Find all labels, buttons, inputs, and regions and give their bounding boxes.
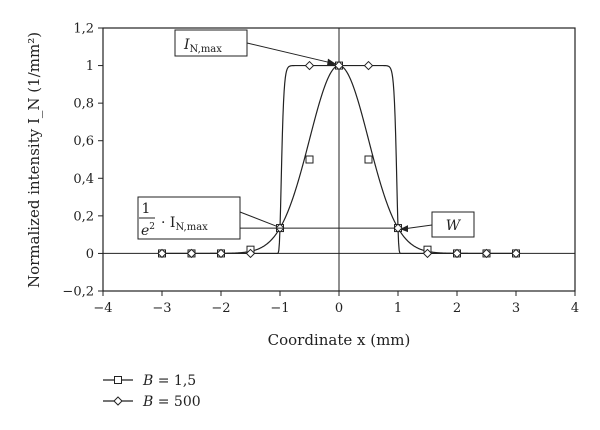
legend-value: = 1,5	[153, 373, 196, 389]
y-tick-label: 0,4	[73, 172, 94, 187]
y-tick-label: 1	[86, 59, 94, 74]
b-500-point	[186, 248, 197, 259]
axis-titles: Coordinate x (mm) Normalized intensity I…	[25, 32, 410, 349]
e2-arrow-line	[239, 211, 277, 227]
b-500-point	[393, 223, 403, 233]
y-tick-label: 1,2	[73, 22, 94, 37]
legend-label: B = 1,5	[142, 373, 196, 389]
w-label-box	[431, 211, 475, 238]
e2-label-numerator: 1	[142, 201, 151, 217]
y-tick-label: 0,2	[73, 209, 94, 224]
imax-arrow-line	[246, 42, 335, 65]
legend-variable: B	[142, 394, 153, 410]
b-500-point	[511, 248, 521, 259]
legend-label: B = 500	[142, 394, 201, 410]
x-tick-label: 1	[394, 301, 402, 316]
y-tick-label: −0,2	[62, 285, 94, 300]
x-tick-label: 2	[453, 301, 461, 316]
y-tick-label: 0,8	[73, 97, 94, 112]
b-500-point	[452, 248, 462, 259]
x-tick-label: 0	[335, 301, 343, 316]
y-tick-label: 0,6	[73, 134, 94, 149]
legend-variable: B	[142, 373, 153, 389]
x-tick-label: 4	[571, 301, 579, 316]
b-500-point	[304, 60, 315, 71]
b-500-point	[422, 248, 433, 259]
y-axis-title: Normalized intensity I_N (1/mm²)	[25, 32, 43, 288]
b-500-point	[157, 248, 167, 259]
x-tick-label: 3	[512, 301, 520, 316]
x-tick-label: −1	[270, 301, 289, 316]
b-1-5-point	[305, 155, 314, 164]
w-label-text: W	[446, 218, 462, 234]
axes: −4 −3 −2 −1 0 1 2 3 4 −0,2 0 0,2 0,4 0,6 0,8 1 1,2	[62, 22, 579, 317]
legend-value: = 500	[153, 394, 200, 410]
b-500-point	[245, 248, 256, 259]
imax-arrow-head	[327, 58, 337, 66]
b-500-point	[481, 248, 492, 259]
series-layer	[157, 60, 521, 259]
b-1-5-point	[364, 155, 373, 164]
legend: B = 1,5B = 500	[103, 373, 201, 410]
x-tick-label: −2	[211, 301, 230, 316]
x-tick-label: −3	[152, 301, 171, 316]
e2-label-superscript: 2	[149, 222, 155, 232]
b-500-point	[216, 248, 226, 259]
x-axis-title: Coordinate x (mm)	[268, 331, 411, 349]
legend-square-marker	[114, 376, 122, 384]
legend-diamond-marker	[113, 396, 123, 406]
w-arrow-head	[400, 225, 408, 233]
imax-label-subscript: N,max	[190, 44, 223, 55]
y-tick-label: 0	[86, 247, 94, 262]
e2-label-tail-subscript: N,max	[175, 222, 208, 233]
b-500-point	[363, 60, 374, 71]
x-tick-label: −4	[93, 301, 112, 316]
